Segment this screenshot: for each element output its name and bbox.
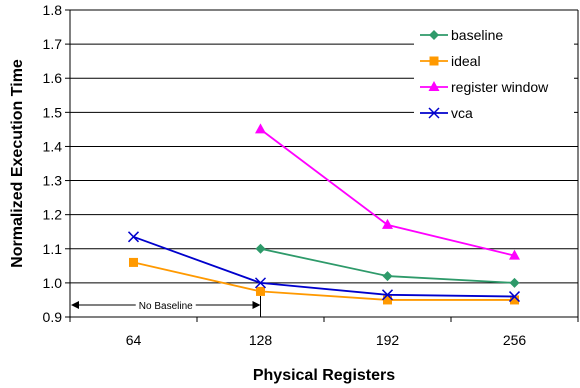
legend-item: register window xyxy=(420,79,549,95)
y-tick-label: 0.9 xyxy=(43,309,63,325)
y-tick-label: 1.2 xyxy=(43,207,63,223)
data-point xyxy=(382,218,393,229)
x-tick-label: 64 xyxy=(126,332,142,348)
legend-item: vca xyxy=(420,105,473,121)
annotation-label: No Baseline xyxy=(139,301,193,312)
grid-lines xyxy=(70,9,578,318)
data-point xyxy=(509,277,520,288)
data-point xyxy=(510,295,519,305)
data-point xyxy=(508,291,521,303)
data-point xyxy=(509,249,520,260)
data-point xyxy=(383,295,392,305)
series-ideal xyxy=(129,257,519,305)
legend-label: vca xyxy=(451,105,473,121)
legend-marker xyxy=(428,107,440,119)
series-layer xyxy=(127,123,521,305)
legend-marker xyxy=(429,56,439,66)
annotation-label-bg xyxy=(135,298,196,311)
series-vca xyxy=(127,231,521,303)
data-point xyxy=(255,243,266,254)
annotation-layer: No Baseline xyxy=(71,296,261,317)
legend-label: baseline xyxy=(451,27,503,43)
x-axis-title: Physical Registers xyxy=(253,367,395,384)
x-tick-label: 128 xyxy=(249,332,273,348)
x-tick-label: 256 xyxy=(503,332,527,348)
data-point xyxy=(255,123,266,134)
y-tick-label: 1.6 xyxy=(43,70,63,86)
legend-marker xyxy=(429,30,439,40)
annotation-arrow-left xyxy=(71,301,79,309)
annotation-arrow-right xyxy=(252,301,261,309)
legend-item: baseline xyxy=(420,27,503,43)
y-axis-ticks: 0.9 1.0 1.1 1.2 1.3 1.4 1.5 1.6 1.7 1.8 xyxy=(43,2,70,325)
y-tick-label: 1.7 xyxy=(43,36,63,52)
x-tick-label: 192 xyxy=(376,332,400,348)
y-tick-label: 1.0 xyxy=(43,275,63,291)
legend: baseline ideal register window vca xyxy=(414,20,574,130)
legend-item: ideal xyxy=(420,53,481,69)
series-line xyxy=(259,128,515,257)
legend-box xyxy=(414,20,574,130)
annotation-no-baseline: No Baseline xyxy=(71,296,261,317)
y-tick-label: 1.1 xyxy=(43,241,63,257)
y-tick-label: 1.4 xyxy=(43,138,63,154)
y-tick-label: 1.8 xyxy=(43,2,63,18)
y-tick-label: 1.5 xyxy=(43,104,63,120)
series-baseline xyxy=(255,243,520,288)
y-axis-title: Normalized Execution Time xyxy=(9,59,26,268)
legend-label: register window xyxy=(451,79,549,95)
data-point xyxy=(129,257,138,267)
legend-marker xyxy=(428,81,440,91)
series-line xyxy=(133,235,515,298)
x-axis-ticks: 64 128 192 256 xyxy=(69,317,579,348)
data-point xyxy=(382,271,393,282)
data-point xyxy=(381,289,394,301)
legend-label: ideal xyxy=(451,53,481,69)
data-point xyxy=(254,277,267,289)
data-point xyxy=(127,231,140,243)
y-tick-label: 1.3 xyxy=(43,173,63,189)
series-line xyxy=(133,261,515,301)
data-point xyxy=(256,286,265,296)
series-register-window xyxy=(255,123,520,260)
